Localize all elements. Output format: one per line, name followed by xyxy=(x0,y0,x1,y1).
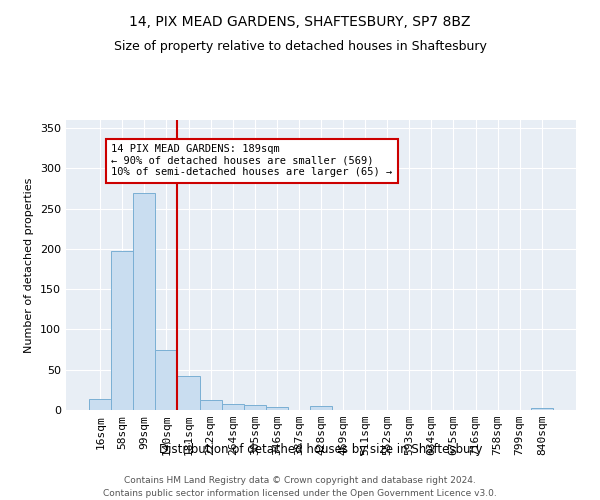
Bar xyxy=(244,405,266,410)
Bar xyxy=(221,404,244,410)
Bar xyxy=(155,350,178,410)
Text: 14, PIX MEAD GARDENS, SHAFTESBURY, SP7 8BZ: 14, PIX MEAD GARDENS, SHAFTESBURY, SP7 8… xyxy=(129,15,471,29)
Bar xyxy=(310,406,332,410)
Text: 14 PIX MEAD GARDENS: 189sqm
← 90% of detached houses are smaller (569)
10% of se: 14 PIX MEAD GARDENS: 189sqm ← 90% of det… xyxy=(111,144,392,178)
Bar xyxy=(178,376,200,410)
Bar xyxy=(531,408,553,410)
Bar xyxy=(111,250,133,410)
Bar xyxy=(89,398,111,410)
Text: Size of property relative to detached houses in Shaftesbury: Size of property relative to detached ho… xyxy=(113,40,487,53)
Bar xyxy=(266,407,288,410)
Text: Distribution of detached houses by size in Shaftesbury: Distribution of detached houses by size … xyxy=(159,442,483,456)
Bar xyxy=(133,192,155,410)
Text: Contains HM Land Registry data © Crown copyright and database right 2024.
Contai: Contains HM Land Registry data © Crown c… xyxy=(103,476,497,498)
Y-axis label: Number of detached properties: Number of detached properties xyxy=(25,178,34,352)
Bar xyxy=(200,400,221,410)
